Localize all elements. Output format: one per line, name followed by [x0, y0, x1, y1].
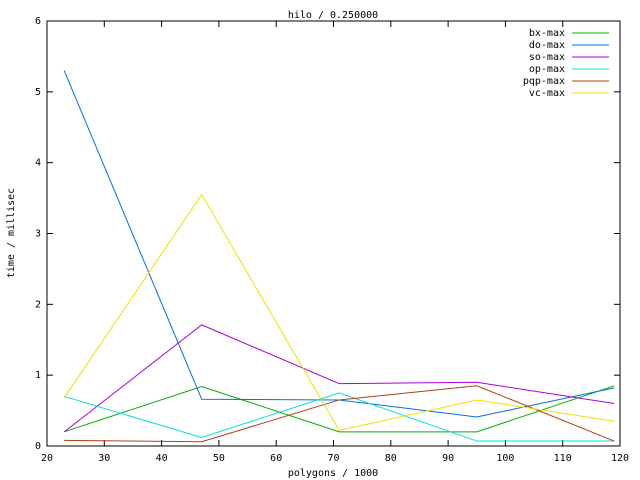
x-tick-label: 50	[213, 453, 225, 464]
series-line	[63, 193, 615, 431]
y-tick-label: 4	[35, 158, 41, 169]
legend-label: vc-max	[529, 88, 565, 99]
x-tick-label: 30	[98, 453, 110, 464]
x-tick-label: 90	[442, 453, 454, 464]
y-tick-label: 5	[35, 87, 41, 98]
legend-label: pqp-max	[523, 76, 565, 87]
legend-label: op-max	[529, 64, 565, 75]
x-axis-label: polygons / 1000	[288, 468, 378, 479]
y-tick-label: 3	[35, 229, 41, 240]
y-tick-label: 1	[35, 370, 41, 381]
x-tick-label: 60	[270, 453, 282, 464]
y-tick-label: 2	[35, 299, 41, 310]
series-line	[63, 70, 615, 418]
y-tick-label: 6	[35, 16, 41, 27]
x-tick-label: 110	[554, 453, 572, 464]
x-tick-label: 120	[611, 453, 629, 464]
series-line	[64, 385, 615, 443]
y-tick-label: 0	[35, 441, 41, 452]
x-tick-label: 70	[327, 453, 339, 464]
series-line	[63, 324, 615, 433]
chart-title: hilo / 0.250000	[288, 10, 378, 21]
legend-label: bx-max	[529, 28, 565, 39]
series-line	[64, 385, 615, 433]
x-tick-label: 40	[156, 453, 168, 464]
y-axis-label: time / millisec	[6, 188, 17, 278]
x-tick-label: 100	[496, 453, 514, 464]
x-tick-label: 80	[385, 453, 397, 464]
x-tick-label: 20	[41, 453, 53, 464]
series-line	[64, 392, 615, 442]
legend-label: do-max	[529, 40, 565, 51]
legend-label: so-max	[529, 52, 565, 63]
